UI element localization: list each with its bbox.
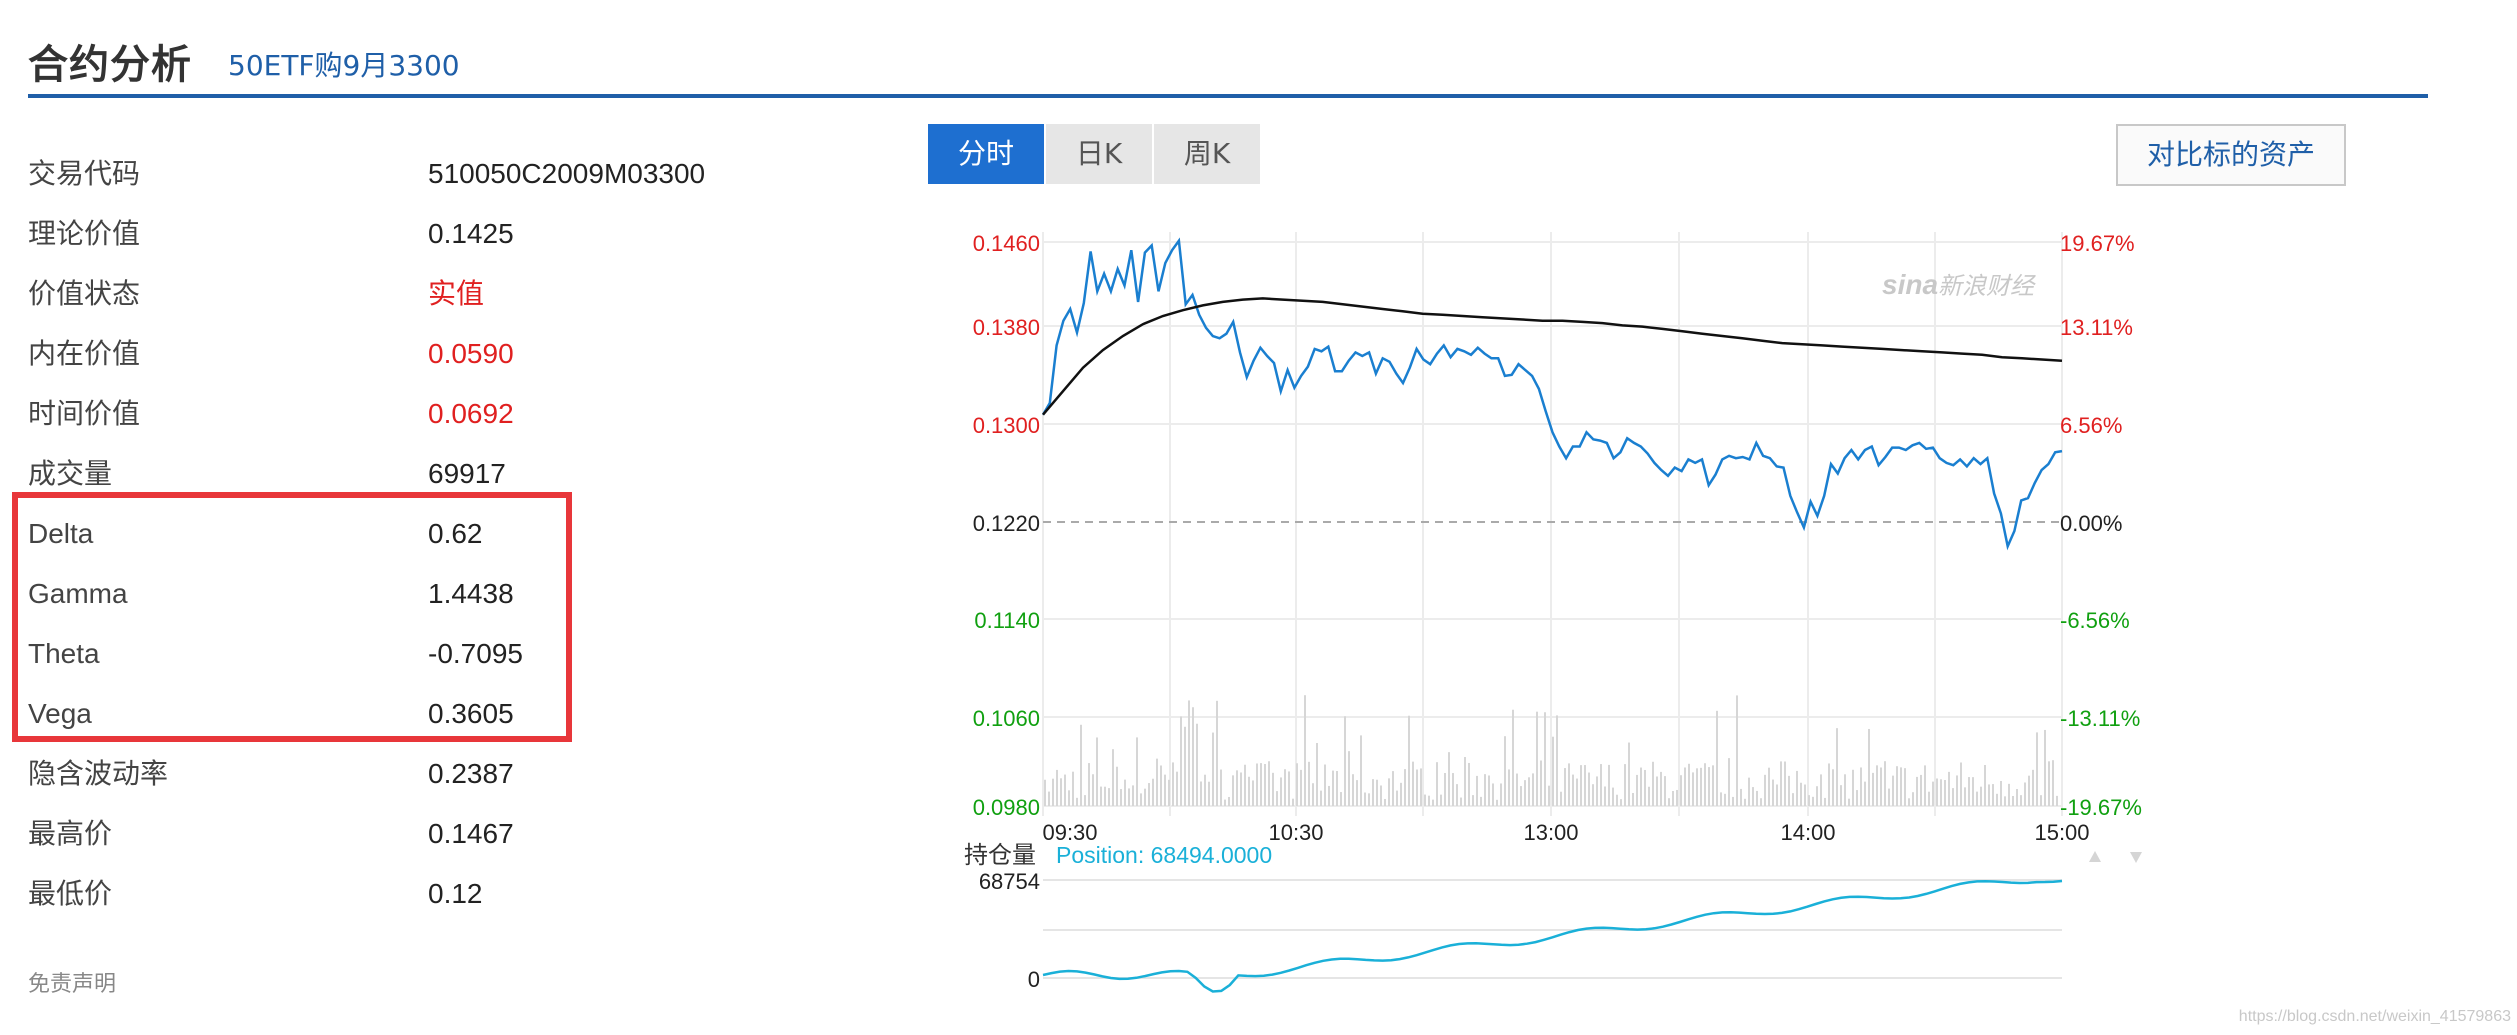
info-row-volume: 成交量 69917 xyxy=(28,450,788,498)
price-series xyxy=(1041,237,2063,551)
info-label: Delta xyxy=(28,518,94,549)
greeks-highlight-box xyxy=(12,492,572,742)
info-row-theoretical-value: 理论价值 0.1425 xyxy=(28,210,788,258)
position-label: 持仓量 xyxy=(964,842,1036,869)
position-y-tick-label: 0 xyxy=(1028,967,1040,992)
footer-watermark: https://blog.csdn.net/weixin_41579863 xyxy=(2238,1008,2511,1025)
info-label: 隐含波动率 xyxy=(28,757,169,790)
y-tick-label-left: 0.1060 xyxy=(973,706,1040,731)
info-row-theta: Theta -0.7095 xyxy=(28,630,788,678)
compare-underlying-button[interactable]: 对比标的资产 xyxy=(2116,124,2346,186)
info-value: 实值 xyxy=(428,278,485,309)
info-label: 理论价值 xyxy=(28,217,141,250)
info-label: 内在价值 xyxy=(28,337,141,370)
header-divider xyxy=(28,94,2428,98)
average-price-line xyxy=(1042,297,2063,416)
info-row-value-status: 价值状态 实值 xyxy=(28,270,788,318)
y-tick-label-left: 0.1300 xyxy=(973,413,1040,438)
y-tick-label-left: 0.0980 xyxy=(973,795,1040,820)
info-value: 0.12 xyxy=(428,878,483,909)
info-row-gamma: Gamma 1.4438 xyxy=(28,570,788,618)
scroll-down-icon[interactable] xyxy=(2130,852,2142,863)
y-tick-label-right: -6.56% xyxy=(2060,608,2130,633)
scroll-up-icon[interactable] xyxy=(2089,851,2101,862)
y-tick-label-right: -13.11% xyxy=(2060,706,2140,731)
x-tick-label: 15:00 xyxy=(2034,820,2089,845)
info-row-time-value: 时间价值 0.0692 xyxy=(28,390,788,438)
info-label: Gamma xyxy=(28,578,128,609)
y-tick-label-right: 19.67% xyxy=(2060,231,2135,256)
sina-finance-watermark: 新浪财经 xyxy=(1938,273,2037,300)
info-row-high-price: 最高价 0.1467 xyxy=(28,810,788,858)
y-tick-label-left: 0.1140 xyxy=(974,608,1040,633)
position-chart: 68754 0 xyxy=(979,869,2063,993)
info-value: 510050C2009M03300 xyxy=(428,158,706,189)
y-tick-label-left: 0.1220 xyxy=(973,511,1040,536)
info-label: 时间价值 xyxy=(28,397,141,430)
x-tick-label: 13:00 xyxy=(1523,820,1578,845)
info-row-intrinsic-value: 内在价值 0.0590 xyxy=(28,330,788,378)
y-tick-label-right: -19.67% xyxy=(2060,795,2142,820)
info-value: 0.3605 xyxy=(428,698,514,729)
info-value: 0.1467 xyxy=(428,818,514,849)
tab-intraday[interactable]: 分时 xyxy=(928,124,1044,184)
info-label: 成交量 xyxy=(28,457,113,490)
info-label: 最低价 xyxy=(28,877,113,910)
position-line xyxy=(1042,879,2063,993)
info-row-implied-volatility: 隐含波动率 0.2387 xyxy=(28,750,788,798)
info-row-low-price: 最低价 0.12 xyxy=(28,870,788,918)
tab-weekly-k[interactable]: 周K xyxy=(1154,124,1260,184)
info-value: -0.7095 xyxy=(428,638,523,669)
x-tick-label: 14:00 xyxy=(1780,820,1835,845)
info-value: 0.0590 xyxy=(428,338,514,369)
info-value: 0.2387 xyxy=(428,758,514,789)
volume-bars xyxy=(1044,695,2058,806)
info-value: 1.4438 xyxy=(428,578,514,609)
position-readout: Position: 68494.0000 xyxy=(1056,842,1272,868)
info-value: 0.62 xyxy=(428,518,483,549)
x-tick-label: 09:30 xyxy=(1042,820,1097,845)
x-tick-label: 10:30 xyxy=(1268,820,1323,845)
info-row-delta: Delta 0.62 xyxy=(28,510,788,558)
y-tick-label-right: 6.56% xyxy=(2060,413,2122,438)
info-row-trade-code: 交易代码 510050C2009M03300 xyxy=(28,150,788,198)
price-line xyxy=(1041,237,2063,551)
info-row-vega: Vega 0.3605 xyxy=(28,690,788,738)
position-y-tick-label: 68754 xyxy=(979,869,1040,894)
info-label: 价值状态 xyxy=(28,277,141,310)
info-label: 最高价 xyxy=(28,817,113,850)
page-title: 合约分析 xyxy=(28,42,192,88)
disclaimer-link[interactable]: 免责声明 xyxy=(28,972,117,997)
y-tick-label-left: 0.1460 xyxy=(973,231,1040,256)
info-label: 交易代码 xyxy=(28,157,141,190)
info-value: 0.1425 xyxy=(428,218,514,249)
y-tick-label-right: 0.00% xyxy=(2060,511,2122,536)
y-tick-label-left: 0.1380 xyxy=(973,315,1040,340)
info-label: Theta xyxy=(28,638,100,669)
info-value: 69917 xyxy=(428,458,506,489)
info-label: Vega xyxy=(28,698,92,729)
info-value: 0.0692 xyxy=(428,398,514,429)
sina-logo: sina xyxy=(1882,269,1938,300)
tab-daily-k[interactable]: 日K xyxy=(1046,124,1152,184)
chart-axes: 0.1460 0.1380 0.1300 0.1220 0.1140 0.1060 0.09… xyxy=(973,231,2142,845)
y-tick-label-right: 13.11% xyxy=(2060,315,2133,340)
contract-name: 50ETF购9月3300 xyxy=(228,49,460,82)
